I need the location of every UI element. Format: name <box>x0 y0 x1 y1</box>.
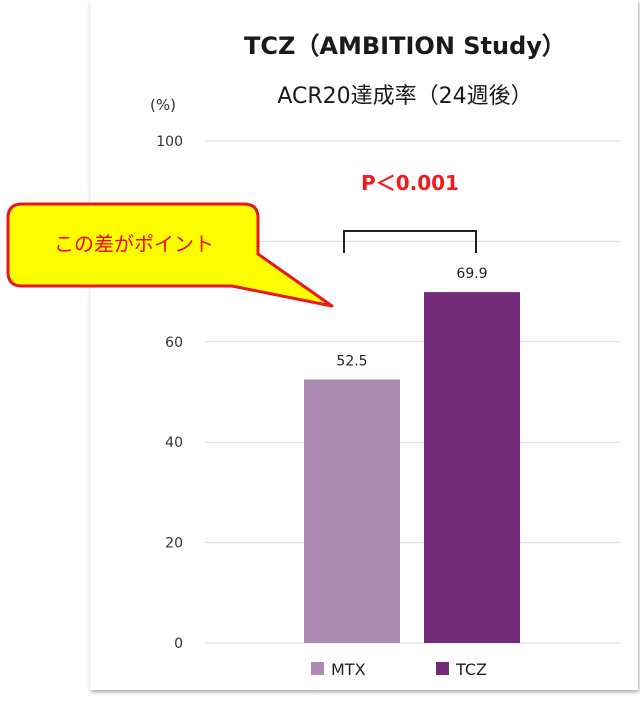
y-tick-label: 100 <box>156 134 183 150</box>
legend-swatch <box>311 662 324 675</box>
legend-swatch <box>436 662 449 675</box>
callout-bubble <box>6 202 334 308</box>
y-tick-label: 20 <box>165 536 183 552</box>
data-label: 52.5 <box>336 353 367 369</box>
y-tick-label: 60 <box>165 335 183 351</box>
legend-label: MTX <box>331 660 366 679</box>
y-tick-label: 40 <box>165 435 183 451</box>
data-label: 69.9 <box>456 266 487 282</box>
callout-text: この差がポイント <box>54 232 214 256</box>
y-tick-label: 0 <box>174 636 183 652</box>
bar-mtx <box>304 379 400 643</box>
y-axis-unit: (%) <box>150 96 176 114</box>
legend-label: TCZ <box>455 660 487 679</box>
significance-bracket <box>343 230 477 253</box>
bar-tcz <box>424 292 520 643</box>
p-value-annotation: P＜0.001 <box>361 171 459 195</box>
chart-title: TCZ（AMBITION Study） <box>244 32 566 60</box>
chart-subtitle: ACR20達成率（24週後） <box>277 84 533 109</box>
